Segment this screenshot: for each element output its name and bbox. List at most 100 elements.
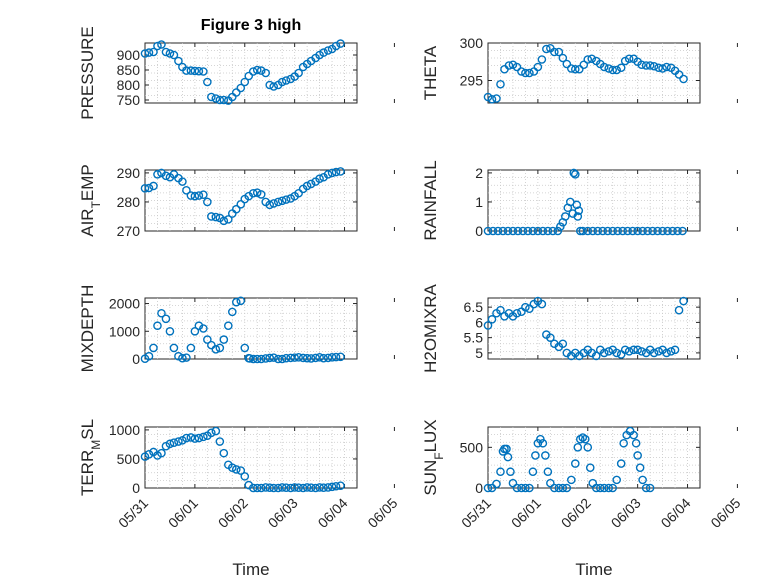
data-point bbox=[199, 324, 208, 333]
data-point bbox=[573, 212, 583, 221]
data-point bbox=[319, 48, 328, 57]
data-point bbox=[240, 472, 250, 481]
data-point bbox=[604, 64, 614, 73]
data-point bbox=[528, 226, 538, 236]
data-point bbox=[169, 50, 179, 60]
data-point bbox=[207, 428, 216, 438]
data-point bbox=[503, 452, 513, 462]
data-point bbox=[331, 481, 341, 491]
data-point bbox=[624, 54, 634, 64]
data-markers bbox=[483, 43, 688, 104]
y-tick-label: 0 bbox=[475, 480, 483, 496]
data-point bbox=[658, 226, 667, 236]
data-point bbox=[583, 55, 593, 64]
y-axis-label: SUNFLUX bbox=[421, 419, 446, 495]
data-point bbox=[599, 62, 609, 72]
data-point bbox=[550, 47, 559, 57]
data-point bbox=[518, 226, 528, 236]
data-point bbox=[638, 226, 647, 236]
data-point bbox=[612, 475, 621, 485]
data-point bbox=[144, 183, 154, 193]
data-point bbox=[641, 61, 651, 70]
data-point bbox=[211, 212, 221, 222]
data-point bbox=[521, 68, 530, 78]
data-markers bbox=[483, 426, 655, 493]
data-point bbox=[619, 438, 628, 448]
data-point bbox=[567, 475, 576, 485]
data-point bbox=[653, 226, 662, 236]
data-point bbox=[668, 226, 677, 236]
data-point bbox=[670, 345, 680, 355]
y-tick-label: 1000 bbox=[109, 323, 140, 339]
data-point bbox=[327, 168, 337, 178]
data-point bbox=[649, 348, 659, 358]
data-point bbox=[273, 354, 283, 364]
data-point bbox=[558, 339, 568, 349]
data-point bbox=[570, 170, 580, 179]
data-point bbox=[487, 94, 497, 104]
data-point bbox=[248, 67, 258, 76]
data-point bbox=[548, 226, 558, 236]
data-point bbox=[629, 345, 638, 355]
y-tick-label: 0 bbox=[132, 480, 140, 496]
y-tick-label: 2 bbox=[475, 165, 483, 181]
x-tick-label: 06/05 bbox=[707, 495, 743, 531]
data-point bbox=[595, 483, 605, 493]
y-tick-label: 750 bbox=[117, 92, 141, 108]
data-point bbox=[488, 226, 498, 236]
data-point bbox=[525, 483, 534, 493]
data-point bbox=[662, 62, 671, 72]
data-point bbox=[203, 77, 212, 87]
subplot-3: 270 280 290 AIRTEMP bbox=[78, 164, 395, 239]
data-point bbox=[207, 212, 216, 221]
data-point bbox=[323, 170, 333, 179]
data-point bbox=[643, 226, 652, 236]
data-point bbox=[161, 314, 171, 324]
data-point bbox=[336, 352, 345, 362]
data-point bbox=[503, 226, 513, 236]
data-point bbox=[543, 226, 553, 236]
data-point bbox=[252, 65, 262, 75]
data-point bbox=[153, 170, 162, 179]
data-point bbox=[149, 47, 158, 57]
subplot-6: 55.566.5 H2OMIXRA bbox=[421, 283, 738, 373]
data-point bbox=[537, 55, 547, 64]
x-tick-label: 06/03 bbox=[265, 495, 301, 531]
data-point bbox=[157, 308, 166, 318]
data-point bbox=[525, 68, 534, 78]
data-point bbox=[591, 351, 601, 361]
y-tick-label: 0 bbox=[132, 351, 140, 367]
data-point bbox=[194, 433, 204, 443]
data-markers bbox=[140, 426, 345, 493]
data-point bbox=[608, 483, 618, 493]
data-point bbox=[538, 438, 548, 448]
y-tick-label: 850 bbox=[117, 62, 141, 78]
data-point bbox=[336, 481, 345, 490]
data-point bbox=[629, 430, 638, 440]
data-point bbox=[620, 345, 630, 355]
data-point bbox=[572, 200, 582, 210]
data-point bbox=[256, 190, 266, 199]
y-tick-label: 0 bbox=[475, 223, 483, 239]
data-point bbox=[483, 483, 493, 493]
x-axis-label-left: Time bbox=[232, 560, 269, 579]
subplot-2: 295 300 THETA bbox=[421, 35, 738, 104]
data-point bbox=[273, 197, 283, 207]
data-point bbox=[562, 59, 572, 69]
data-point bbox=[562, 483, 572, 493]
data-point bbox=[512, 483, 522, 493]
data-point bbox=[587, 54, 597, 64]
data-point bbox=[215, 95, 225, 105]
x-tick-label: 06/02 bbox=[215, 495, 251, 531]
data-point bbox=[302, 353, 312, 363]
data-point bbox=[277, 483, 287, 492]
data-point bbox=[570, 64, 580, 74]
grid-lines bbox=[488, 170, 700, 231]
subplot-7: 0 500 1000 05/31 06/01 06/02 06/03 06/04 06/05 TE… bbox=[78, 419, 401, 531]
subplot-4: 0 1 2 RAINFALL bbox=[421, 160, 738, 241]
data-point bbox=[169, 438, 179, 447]
data-point bbox=[331, 352, 341, 362]
data-point bbox=[574, 206, 584, 215]
y-axis-label: RAINFALL bbox=[421, 160, 440, 240]
